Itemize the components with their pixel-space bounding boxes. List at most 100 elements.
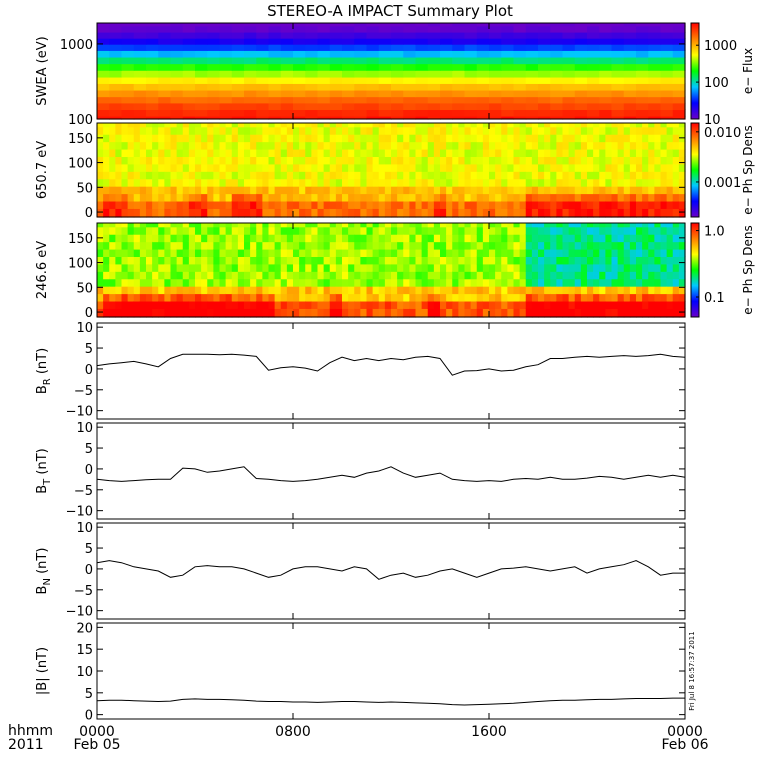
heatmap-cell: [348, 271, 355, 280]
heatmap-cell: [219, 141, 227, 150]
heatmap-cell: [556, 163, 564, 172]
heatmap-cell: [372, 271, 380, 280]
heatmap-cell: [97, 56, 110, 65]
heatmap-cell: [127, 248, 135, 257]
heatmap-cell: [262, 308, 270, 318]
heatmap-cell: [146, 241, 153, 250]
series-line: [96, 697, 685, 706]
heatmap-cell: [617, 134, 625, 143]
heatmap-cell: [360, 123, 368, 128]
heatmap-cell: [440, 156, 447, 165]
heatmap-cell: [378, 186, 386, 195]
heatmap-cell: [599, 178, 606, 187]
heatmap-cell: [195, 186, 202, 195]
heatmap-cell: [593, 200, 600, 209]
y-axis-label-subscript: R: [42, 378, 53, 385]
heatmap-cell: [642, 234, 649, 243]
heatmap-cell: [139, 141, 147, 150]
heatmap-cell: [538, 70, 551, 78]
heatmap-cell: [464, 38, 478, 45]
heatmap-cell: [354, 70, 368, 78]
heatmap-cell: [335, 256, 343, 265]
heatmap-cell: [574, 44, 588, 51]
heatmap-cell: [176, 226, 184, 235]
heatmap-cell: [97, 223, 104, 228]
heatmap-cell: [525, 109, 539, 117]
heatmap-cell: [342, 76, 355, 84]
heatmap-cell: [231, 96, 245, 104]
heatmap-cell: [452, 226, 459, 235]
heatmap-cell: [495, 286, 502, 295]
heatmap-cell: [378, 178, 386, 187]
heatmap-cell: [170, 102, 184, 111]
heatmap-cell: [513, 116, 527, 120]
heatmap-cell: [366, 308, 374, 318]
heatmap-cell: [636, 248, 643, 257]
heatmap-cell: [280, 96, 294, 104]
heatmap-cell: [519, 286, 527, 295]
heatmap-cell: [513, 123, 521, 128]
heatmap-cell: [464, 31, 478, 39]
heatmap-cell: [391, 141, 398, 150]
heatmap-cell: [501, 278, 508, 287]
heatmap-cell: [354, 263, 361, 272]
x-tick-label: 0000: [79, 724, 115, 740]
heatmap-cell: [427, 116, 441, 120]
heatmap-cell: [617, 208, 625, 218]
heatmap-cell: [244, 25, 257, 33]
heatmap-cell: [507, 256, 515, 265]
heatmap-cell: [195, 278, 202, 287]
heatmap-cell: [623, 193, 631, 202]
heatmap-cell: [311, 186, 319, 195]
heatmap-cell: [562, 89, 576, 98]
heatmap-cell: [421, 193, 429, 202]
heatmap-cell: [476, 109, 490, 117]
heatmap-cell: [268, 31, 282, 39]
heatmap-cell: [299, 256, 306, 265]
heatmap-cell: [274, 208, 282, 218]
heatmap-cell: [538, 234, 545, 243]
heatmap-cell: [648, 234, 655, 243]
heatmap-cell: [176, 208, 184, 218]
heatmap-cell: [323, 171, 331, 180]
heatmap-cell: [188, 234, 196, 243]
heatmap-cell: [397, 308, 404, 318]
heatmap-cell: [286, 126, 294, 135]
heatmap-cell: [293, 163, 300, 172]
heatmap-cell: [415, 25, 429, 33]
heatmap-cell: [470, 256, 478, 265]
heatmap-cell: [225, 171, 233, 180]
heatmap-cell: [317, 278, 325, 287]
heatmap-cell: [274, 141, 282, 150]
heatmap-cell: [219, 96, 233, 104]
heatmap-cell: [207, 96, 221, 104]
heatmap-cell: [158, 102, 172, 111]
heatmap-cell: [678, 263, 686, 272]
heatmap-cell: [636, 263, 643, 272]
heatmap-cell: [660, 171, 668, 180]
heatmap-cell: [648, 226, 655, 235]
heatmap-cell: [587, 263, 594, 272]
heatmap-cell: [580, 178, 588, 187]
heatmap-cell: [568, 193, 576, 202]
heatmap-cell: [568, 178, 576, 187]
heatmap-cell: [188, 300, 196, 309]
heatmap-cell: [489, 63, 502, 71]
y-axis-label-unit: (nT): [35, 548, 50, 578]
panel-frame: [96, 122, 686, 218]
heatmap-cell: [146, 109, 159, 117]
heatmap-cell: [213, 271, 221, 280]
heatmap-cell: [654, 300, 662, 309]
heatmap-cell: [458, 156, 466, 165]
heatmap-cell: [158, 226, 165, 235]
heatmap-cell: [440, 300, 447, 309]
heatmap-cell: [660, 76, 674, 84]
heatmap-cell: [458, 293, 466, 302]
heatmap-cell: [195, 63, 208, 71]
heatmap-cell: [139, 126, 147, 135]
heatmap-cell: [195, 56, 208, 65]
heatmap-cell: [550, 286, 557, 295]
heatmap-cell: [611, 25, 625, 33]
heatmap-cell: [421, 171, 429, 180]
heatmap-cell: [360, 278, 368, 287]
